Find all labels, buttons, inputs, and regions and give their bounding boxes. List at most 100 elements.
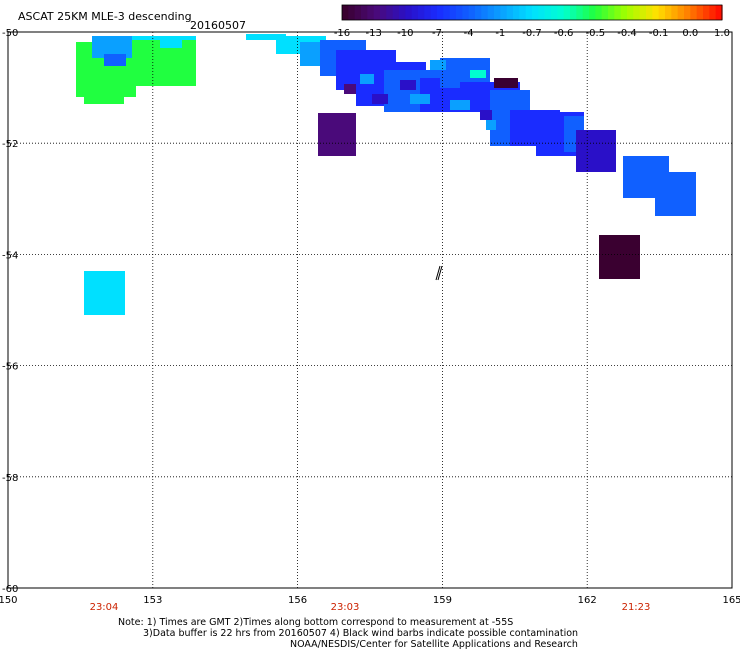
colorbar-swatch [449,5,457,20]
data-cell [430,60,446,70]
colorbar-tick-label: -13 [365,28,381,39]
colorbar-swatch [506,5,514,20]
colorbar-swatch [500,5,508,20]
y-tick-label: -54 [2,250,18,261]
colorbar-swatch [658,5,666,20]
wind-barb-icon [435,265,443,281]
colorbar-swatch [424,5,432,20]
x-tick-label: 162 [578,595,597,606]
colorbar-swatch [620,5,628,20]
colorbar-tick-label: -0.1 [649,28,669,39]
colorbar-swatch [361,5,368,20]
colorbar-swatch [627,5,634,20]
data-cell [84,271,125,315]
colorbar-swatch [551,5,558,20]
colorbar-swatch [399,5,406,20]
colorbar-swatch [595,5,603,20]
wind-data-swaths [76,34,696,315]
colorbar-swatch [354,5,362,20]
colorbar-swatch [665,5,672,20]
colorbar-swatch [392,5,400,20]
colorbar-swatch [348,5,356,20]
colorbar-tick-label: -7 [432,28,442,39]
note-line-1: Note: 1) Times are GMT 2)Times along bot… [118,617,514,628]
data-cell [494,78,518,88]
x-tick-label: 150 [0,595,18,606]
data-cell [480,110,492,120]
data-cell [470,70,486,78]
colorbar-swatch [405,5,413,20]
colorbar-swatch [614,5,622,20]
colorbar-swatch [709,5,717,20]
time-label: 23:04 [90,602,119,613]
data-cell [92,36,132,58]
colorbar-tick-label: -0.7 [522,28,542,39]
colorbar-swatch [513,5,520,20]
colorbar-swatch [582,5,590,20]
colorbar-swatch [494,5,501,20]
colorbar-swatch [475,5,482,20]
colorbar-swatch [696,5,704,20]
colorbar-swatch [703,5,710,20]
colorbar-swatch [481,5,489,20]
time-label: 23:03 [331,602,360,613]
colorbar-swatch [576,5,584,20]
y-tick-label: -52 [2,139,18,150]
colorbar-swatch [690,5,698,20]
colorbar-swatch [462,5,470,20]
colorbar-tick-label: -4 [464,28,474,39]
data-cell [104,54,126,66]
colorbar: -16 -13 -10 -7 -4 -1 -0.7 -0.6 -0.5 -0.4 -0.1 0.0 1.… [334,4,730,39]
colorbar-swatch [443,5,451,20]
y-tick-label: -58 [2,473,18,484]
y-axis-ticks: -50 -52 -54 -56 -58 -60 [2,28,18,595]
data-cell [655,172,696,216]
colorbar-swatch [544,5,552,20]
colorbar-swatch [589,5,596,20]
colorbar-swatch [367,5,375,20]
colorbar-tick-label: -0.6 [554,28,574,39]
colorbar-swatch [380,5,387,20]
colorbar-swatch [715,5,723,20]
colorbar-swatch [519,5,527,20]
data-cell [576,130,616,172]
colorbar-tick-label: 0.0 [682,28,698,39]
data-cell [160,38,182,48]
note-line-2: 3)Data buffer is 22 hrs from 20160507 4)… [143,628,579,639]
colorbar-tick-label: -1 [495,28,505,39]
colorbar-tick-label: -16 [334,28,350,39]
colorbar-tick-label: -0.5 [586,28,606,39]
data-cell [486,120,496,130]
colorbar-tick-label: 1.0 [714,28,730,39]
data-cell [246,34,286,40]
colorbar-swatch [671,5,679,20]
colorbar-swatch [652,5,660,20]
chart-title: ASCAT 25KM MLE-3 descending [18,10,192,23]
y-tick-label: -56 [2,362,18,373]
colorbar-swatch [608,5,615,20]
y-tick-label: -50 [2,28,18,39]
colorbar-swatch [646,5,653,20]
colorbar-swatch [563,5,571,20]
colorbar-swatch [456,5,463,20]
x-tick-label: 159 [433,595,452,606]
colorbar-swatch [411,5,419,20]
colorbar-swatch [684,5,691,20]
data-cell [344,84,356,94]
colorbar-swatch [525,5,533,20]
note-line-3: NOAA/NESDIS/Center for Satellite Applica… [290,639,578,650]
colorbar-tick-label: -10 [397,28,413,39]
colorbar-swatch [373,5,381,20]
data-cell [84,86,124,104]
colorbar-swatch [487,5,495,20]
map-frame [7,31,733,589]
x-tick-label: 165 [722,595,740,606]
data-cell [318,113,356,156]
colorbar-swatch [639,5,647,20]
grid-lines [7,31,733,589]
colorbar-swatch [386,5,394,20]
data-cell [410,94,430,104]
chart-date: 20160507 [190,19,246,32]
colorbar-swatch [430,5,438,20]
